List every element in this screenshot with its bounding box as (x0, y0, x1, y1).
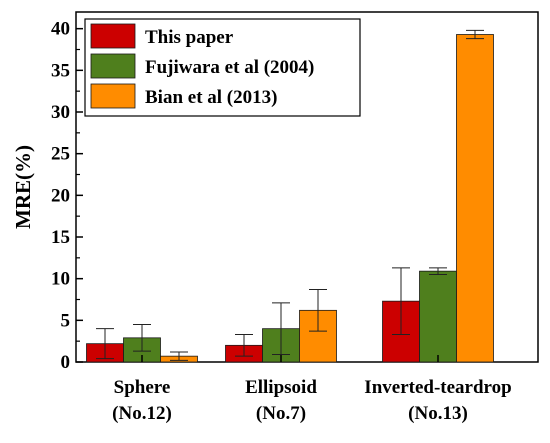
bars (86, 34, 494, 363)
x-axis: Sphere (No.12) Ellipsoid (No.7) Inverted-tea… (112, 355, 512, 424)
y-axis-title: MRE(%) (11, 145, 35, 229)
y-axis: 0 5 10 15 20 25 30 35 40 (51, 19, 83, 373)
y-tick-label: 20 (51, 185, 70, 206)
bar (456, 34, 494, 363)
y-tick-label: 35 (51, 60, 70, 81)
legend-label: This paper (145, 27, 234, 48)
legend-label: Bian et al (2013) (145, 87, 277, 108)
legend-label: Fujiwara et al (2004) (145, 57, 314, 78)
y-tick-label: 15 (51, 227, 70, 248)
y-tick-label: 40 (51, 19, 70, 40)
legend-swatch (90, 23, 136, 49)
y-tick-label: 25 (51, 144, 70, 165)
x-category-label: (No.13) (408, 403, 468, 424)
x-category-label: Inverted-teardrop (364, 377, 511, 398)
legend-swatch (90, 53, 136, 79)
error-bars (96, 29, 484, 361)
y-tick-label: 0 (61, 352, 71, 373)
y-tick-label: 5 (61, 310, 71, 331)
x-category-label: Ellipsoid (245, 377, 317, 398)
bar (419, 270, 457, 363)
x-category-label: (No.7) (256, 403, 306, 424)
legend: This paper Fujiwara et al (2004) Bian et a… (84, 18, 361, 117)
legend-swatch (90, 83, 136, 109)
y-tick-label: 30 (51, 102, 70, 123)
x-category-label: Sphere (114, 377, 171, 398)
x-category-label: (No.12) (112, 403, 172, 424)
y-tick-label: 10 (51, 269, 70, 290)
